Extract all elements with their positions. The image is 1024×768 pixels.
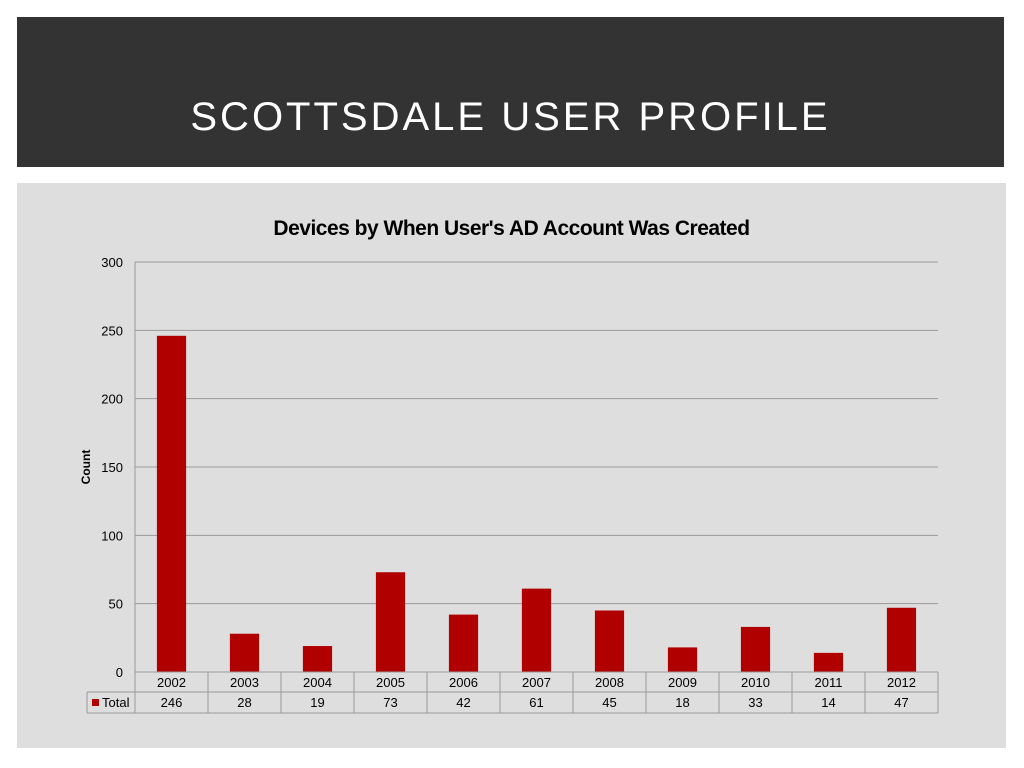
bar-2004	[302, 646, 333, 672]
table-value: 61	[529, 695, 543, 710]
bar-2011	[813, 652, 844, 672]
y-tick-label: 150	[101, 460, 123, 475]
x-tick-label: 2007	[522, 675, 551, 690]
y-tick-label: 50	[109, 597, 123, 612]
table-value: 28	[237, 695, 251, 710]
bar-2002	[156, 335, 187, 672]
legend-key-total	[92, 699, 99, 706]
y-tick-label: 0	[116, 665, 123, 680]
x-tick-label: 2009	[668, 675, 697, 690]
bar-2008	[594, 610, 625, 672]
x-tick-label: 2002	[157, 675, 186, 690]
table-value: 73	[383, 695, 397, 710]
table-value: 18	[675, 695, 689, 710]
table-value: 45	[602, 695, 616, 710]
slide-title: SCOTTSDALE USER PROFILE	[190, 95, 831, 139]
bar-2005	[375, 572, 406, 672]
chart-title: Devices by When User's AD Account Was Cr…	[273, 217, 750, 240]
bar-2007	[521, 588, 552, 672]
bar-2009	[667, 647, 698, 672]
slide-header: SCOTTSDALE USER PROFILE	[17, 17, 1004, 167]
y-tick-label: 100	[101, 528, 123, 543]
table-value: 42	[456, 695, 470, 710]
y-tick-label: 250	[101, 323, 123, 338]
y-axis-title: Count	[79, 450, 93, 485]
legend-label-total: Total	[102, 695, 130, 710]
table-value: 47	[894, 695, 908, 710]
x-tick-label: 2010	[741, 675, 770, 690]
bar-2010	[740, 626, 771, 672]
y-tick-label: 300	[101, 255, 123, 270]
x-tick-label: 2004	[303, 675, 332, 690]
x-tick-label: 2008	[595, 675, 624, 690]
bar-2012	[886, 607, 917, 672]
table-value: 246	[161, 695, 183, 710]
table-value: 14	[821, 695, 835, 710]
table-value: 19	[310, 695, 324, 710]
bar-2003	[229, 633, 260, 672]
x-tick-label: 2006	[449, 675, 478, 690]
x-tick-label: 2011	[815, 675, 843, 690]
chart-panel: Devices by When User's AD Account Was Cr…	[17, 183, 1006, 748]
bar-chart: 0 50 100 150 200 250 300 Count 2002 246 2003 28 2004…	[79, 255, 939, 714]
y-tick-label: 200	[101, 392, 123, 407]
x-tick-label: 2003	[230, 675, 259, 690]
bar-2006	[448, 614, 479, 672]
table-value: 33	[748, 695, 762, 710]
x-tick-label: 2005	[376, 675, 405, 690]
x-tick-label: 2012	[887, 675, 916, 690]
